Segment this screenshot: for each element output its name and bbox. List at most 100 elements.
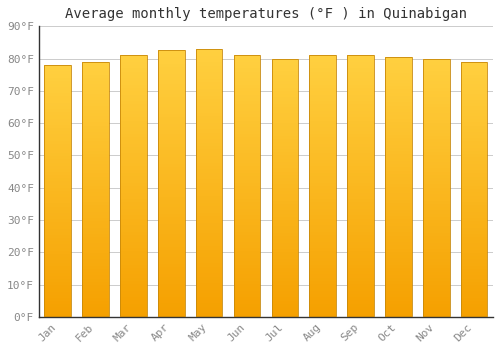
Bar xyxy=(423,288,450,291)
Bar xyxy=(158,280,184,284)
Bar xyxy=(158,160,184,164)
Bar xyxy=(272,204,298,207)
Bar xyxy=(385,226,411,229)
Bar xyxy=(348,75,374,78)
Bar xyxy=(461,81,487,84)
Bar xyxy=(120,101,146,104)
Bar xyxy=(82,176,109,180)
Bar xyxy=(196,72,222,76)
Bar xyxy=(44,273,71,276)
Bar xyxy=(385,297,411,301)
Bar xyxy=(120,232,146,235)
Bar xyxy=(120,278,146,281)
Bar xyxy=(158,220,184,224)
Bar xyxy=(44,103,71,106)
Bar xyxy=(234,131,260,134)
Bar xyxy=(158,64,184,67)
Bar xyxy=(348,232,374,235)
Bar xyxy=(82,266,109,269)
Bar xyxy=(44,122,71,125)
Bar xyxy=(385,57,411,317)
Bar xyxy=(196,76,222,79)
Bar xyxy=(234,241,260,245)
Bar xyxy=(385,141,411,145)
Bar xyxy=(348,124,374,127)
Bar xyxy=(234,160,260,163)
Bar xyxy=(82,310,109,314)
Bar xyxy=(310,150,336,153)
Bar xyxy=(461,234,487,237)
Bar xyxy=(196,206,222,210)
Bar xyxy=(423,94,450,97)
Bar xyxy=(461,164,487,167)
Bar xyxy=(385,103,411,106)
Bar xyxy=(158,204,184,207)
Bar xyxy=(272,107,298,110)
Bar xyxy=(310,88,336,91)
Bar xyxy=(385,314,411,317)
Bar xyxy=(196,173,222,176)
Bar xyxy=(423,233,450,236)
Bar xyxy=(272,159,298,162)
Bar xyxy=(423,104,450,107)
Bar xyxy=(44,301,71,304)
Bar xyxy=(461,132,487,135)
Bar xyxy=(385,135,411,138)
Bar xyxy=(348,101,374,104)
Bar xyxy=(234,108,260,111)
Bar xyxy=(310,271,336,274)
Bar xyxy=(423,236,450,239)
Bar xyxy=(461,269,487,272)
Bar xyxy=(120,134,146,137)
Bar xyxy=(385,187,411,190)
Bar xyxy=(310,118,336,121)
Bar xyxy=(385,154,411,158)
Bar xyxy=(385,310,411,314)
Bar xyxy=(44,197,71,200)
Bar xyxy=(234,94,260,98)
Bar xyxy=(385,148,411,151)
Bar xyxy=(82,298,109,301)
Bar xyxy=(310,219,336,222)
Bar xyxy=(310,104,336,108)
Bar xyxy=(44,304,71,307)
Bar xyxy=(310,310,336,314)
Bar xyxy=(423,259,450,262)
Bar xyxy=(196,260,222,263)
Bar xyxy=(348,248,374,251)
Bar xyxy=(310,101,336,104)
Bar xyxy=(234,91,260,95)
Bar xyxy=(272,262,298,265)
Bar xyxy=(196,199,222,203)
Bar xyxy=(310,281,336,284)
Bar xyxy=(423,291,450,294)
Bar xyxy=(272,104,298,107)
Bar xyxy=(385,158,411,161)
Bar xyxy=(385,180,411,184)
Bar xyxy=(120,241,146,245)
Bar xyxy=(44,254,71,257)
Bar xyxy=(423,181,450,184)
Bar xyxy=(82,186,109,189)
Bar xyxy=(234,75,260,78)
Bar xyxy=(82,272,109,275)
Bar xyxy=(423,126,450,130)
Bar xyxy=(120,94,146,98)
Bar xyxy=(44,203,71,206)
Bar xyxy=(120,82,146,85)
Bar xyxy=(385,57,411,60)
Bar xyxy=(120,300,146,304)
Bar xyxy=(82,253,109,256)
Bar xyxy=(385,112,411,116)
Bar xyxy=(158,180,184,184)
Bar xyxy=(272,236,298,239)
Bar xyxy=(461,304,487,307)
Bar xyxy=(348,307,374,310)
Bar xyxy=(234,147,260,150)
Bar xyxy=(461,129,487,132)
Bar xyxy=(461,208,487,212)
Bar xyxy=(423,220,450,223)
Bar xyxy=(348,137,374,140)
Bar xyxy=(82,116,109,119)
Bar xyxy=(272,201,298,204)
